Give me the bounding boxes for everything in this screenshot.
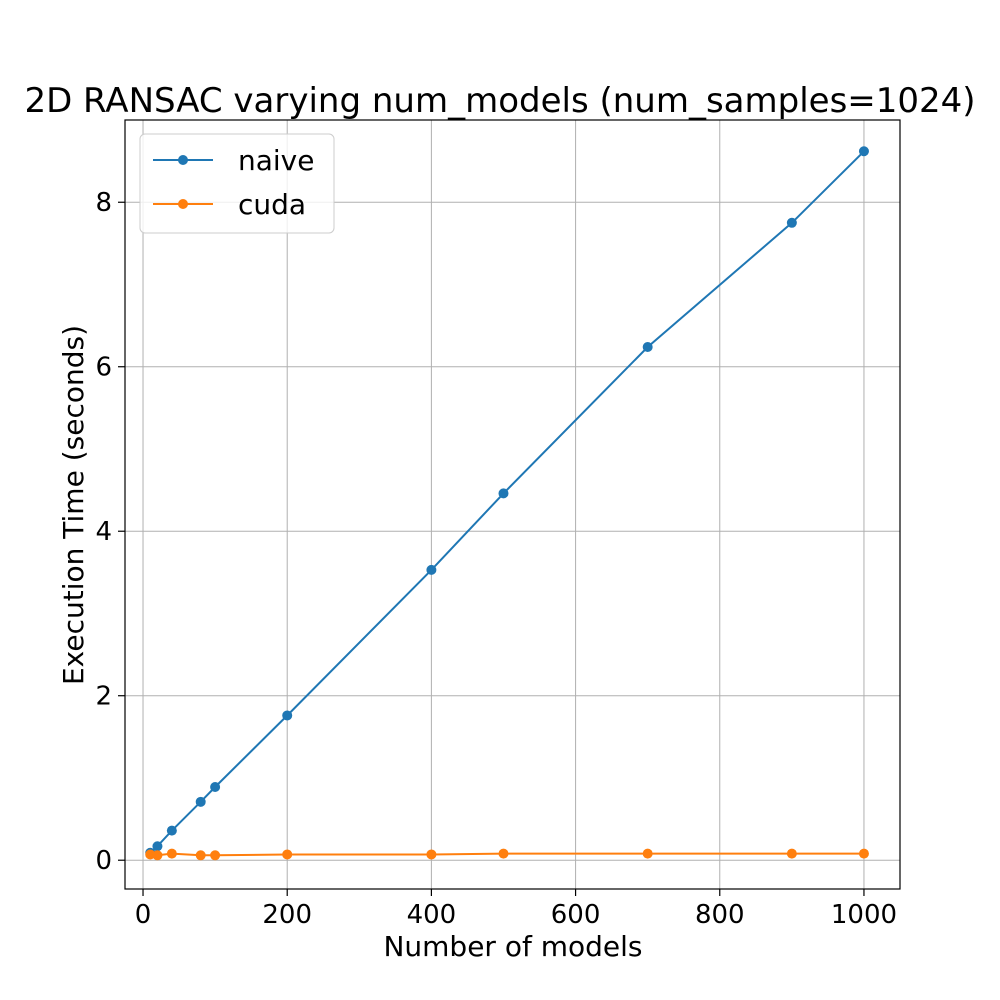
data-point-naive [282, 710, 293, 721]
series-naive [145, 146, 869, 858]
grid-lines [125, 120, 900, 889]
data-point-naive [152, 841, 163, 852]
y-axis: 0 2 4 6 8 [95, 188, 125, 876]
legend-item-cuda: cuda [153, 188, 306, 221]
data-point-cuda [195, 850, 206, 861]
y-tick-label: 4 [95, 517, 112, 547]
data-point-naive [166, 825, 177, 836]
data-point-naive [210, 782, 221, 793]
x-axis-label: Number of models [383, 930, 642, 963]
legend-label: naive [238, 144, 314, 177]
x-tick-label: 0 [135, 900, 152, 930]
legend: naive cuda [139, 133, 335, 234]
chart-title: 2D RANSAC varying num_models (num_sample… [24, 81, 975, 121]
y-tick-label: 6 [95, 353, 112, 383]
data-point-cuda [166, 848, 177, 859]
legend-label: cuda [238, 188, 306, 221]
data-point-cuda [152, 850, 163, 861]
series-line-naive [149, 150, 865, 854]
data-point-naive [858, 146, 869, 157]
legend-swatch-marker [178, 155, 188, 165]
x-axis: 0 200 400 600 800 1000 [135, 889, 897, 930]
y-tick-label: 2 [95, 682, 112, 712]
data-point-cuda [498, 848, 509, 859]
data-point-naive [195, 796, 206, 807]
y-tick-label: 8 [95, 188, 112, 218]
data-point-cuda [642, 848, 653, 859]
x-tick-label: 400 [407, 900, 457, 930]
y-tick-label: 0 [95, 846, 112, 876]
x-tick-label: 800 [695, 900, 745, 930]
series-cuda [145, 848, 869, 861]
y-axis-label: Execution Time (seconds) [57, 325, 90, 685]
legend-box [139, 133, 335, 234]
x-tick-label: 1000 [831, 900, 897, 930]
data-point-naive [498, 488, 509, 499]
data-point-naive [642, 341, 653, 352]
legend-item-naive: naive [153, 144, 314, 177]
x-tick-label: 600 [551, 900, 601, 930]
data-point-cuda [426, 849, 437, 860]
legend-swatch-marker [178, 199, 188, 209]
x-tick-label: 200 [262, 900, 312, 930]
plot-area [124, 119, 901, 890]
data-point-naive [786, 217, 797, 228]
data-point-cuda [858, 848, 869, 859]
data-point-cuda [786, 848, 797, 859]
data-point-naive [426, 564, 437, 575]
series-layer [145, 146, 869, 861]
data-point-cuda [282, 849, 293, 860]
data-point-cuda [210, 850, 221, 861]
